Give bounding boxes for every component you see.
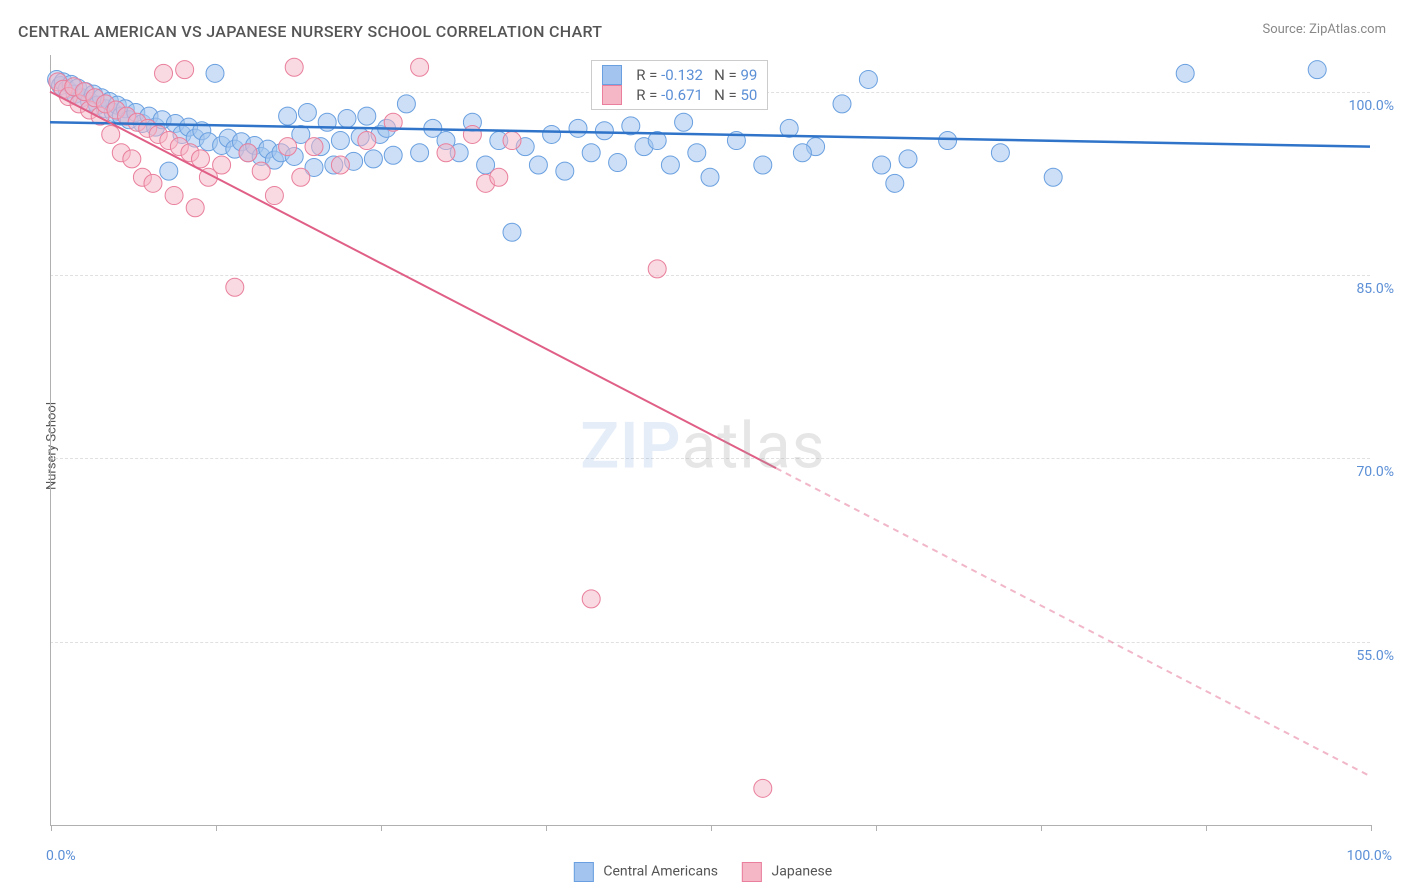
regression-line-dashed: [776, 468, 1370, 776]
data-point: [165, 187, 183, 205]
data-point: [331, 132, 349, 150]
stats-swatch: [602, 85, 622, 105]
x-tick: [876, 825, 877, 831]
data-point: [331, 156, 349, 174]
correlation-stats-box: R = -0.132 N = 99 R = -0.671 N = 50: [591, 60, 768, 110]
data-point: [384, 146, 402, 164]
data-point: [123, 150, 141, 168]
data-point: [265, 187, 283, 205]
data-point: [285, 58, 303, 76]
data-point: [144, 174, 162, 192]
data-point: [873, 156, 891, 174]
data-point: [411, 58, 429, 76]
x-tick: [51, 825, 52, 831]
chart-svg: [50, 55, 1370, 825]
data-point: [556, 162, 574, 180]
data-point: [503, 132, 521, 150]
chart-title: CENTRAL AMERICAN VS JAPANESE NURSERY SCH…: [18, 22, 602, 41]
data-point: [529, 156, 547, 174]
data-point: [582, 590, 600, 608]
x-axis-max-label: 100.0%: [1347, 848, 1392, 864]
data-point: [688, 144, 706, 162]
data-point: [305, 138, 323, 156]
x-tick: [711, 825, 712, 831]
stats-swatch: [602, 65, 622, 85]
legend: Central Americans Japanese: [574, 862, 832, 882]
data-point: [886, 174, 904, 192]
data-point: [859, 70, 877, 88]
data-point: [490, 168, 508, 186]
x-axis-min-label: 0.0%: [46, 848, 76, 864]
x-tick: [546, 825, 547, 831]
data-point: [609, 154, 627, 172]
data-point: [1308, 61, 1326, 79]
data-point: [279, 107, 297, 125]
data-point: [364, 150, 382, 168]
x-tick: [1206, 825, 1207, 831]
legend-label-central-americans: Central Americans: [603, 864, 718, 880]
data-point: [397, 95, 415, 113]
data-point: [675, 113, 693, 131]
stats-row: R = -0.132 N = 99: [602, 65, 757, 85]
data-point: [239, 144, 257, 162]
data-point: [292, 168, 310, 186]
data-point: [793, 144, 811, 162]
data-point: [701, 168, 719, 186]
legend-item-central-americans: Central Americans: [574, 862, 718, 882]
legend-label-japanese: Japanese: [772, 864, 833, 880]
data-point: [754, 779, 772, 797]
data-point: [155, 64, 173, 82]
x-tick: [1041, 825, 1042, 831]
data-point: [226, 278, 244, 296]
data-point: [102, 125, 120, 143]
data-point: [1044, 168, 1062, 186]
legend-item-japanese: Japanese: [742, 862, 832, 882]
data-point: [661, 156, 679, 174]
data-point: [411, 144, 429, 162]
data-point: [213, 156, 231, 174]
data-point: [191, 150, 209, 168]
data-point: [206, 64, 224, 82]
data-point: [186, 199, 204, 217]
source-label: Source: ZipAtlas.com: [1262, 22, 1386, 37]
data-point: [991, 144, 1009, 162]
data-point: [1176, 64, 1194, 82]
data-point: [833, 95, 851, 113]
stats-row: R = -0.671 N = 50: [602, 85, 757, 105]
data-point: [358, 132, 376, 150]
data-point: [569, 119, 587, 137]
stats-text: R = -0.132 N = 99: [636, 66, 757, 84]
data-point: [899, 150, 917, 168]
legend-swatch-pink: [742, 862, 762, 882]
x-tick: [216, 825, 217, 831]
data-point: [595, 122, 613, 140]
legend-swatch-blue: [574, 862, 594, 882]
data-point: [503, 223, 521, 241]
data-point: [582, 144, 600, 162]
data-point: [939, 132, 957, 150]
data-point: [648, 260, 666, 278]
data-point: [437, 144, 455, 162]
data-point: [358, 107, 376, 125]
data-point: [176, 61, 194, 79]
data-point: [754, 156, 772, 174]
data-point: [279, 138, 297, 156]
data-point: [338, 110, 356, 128]
data-point: [463, 125, 481, 143]
data-point: [252, 162, 270, 180]
x-tick: [1371, 825, 1372, 831]
data-point: [160, 162, 178, 180]
x-tick: [381, 825, 382, 831]
data-point: [543, 125, 561, 143]
stats-text: R = -0.671 N = 50: [636, 86, 757, 104]
data-point: [298, 103, 316, 121]
